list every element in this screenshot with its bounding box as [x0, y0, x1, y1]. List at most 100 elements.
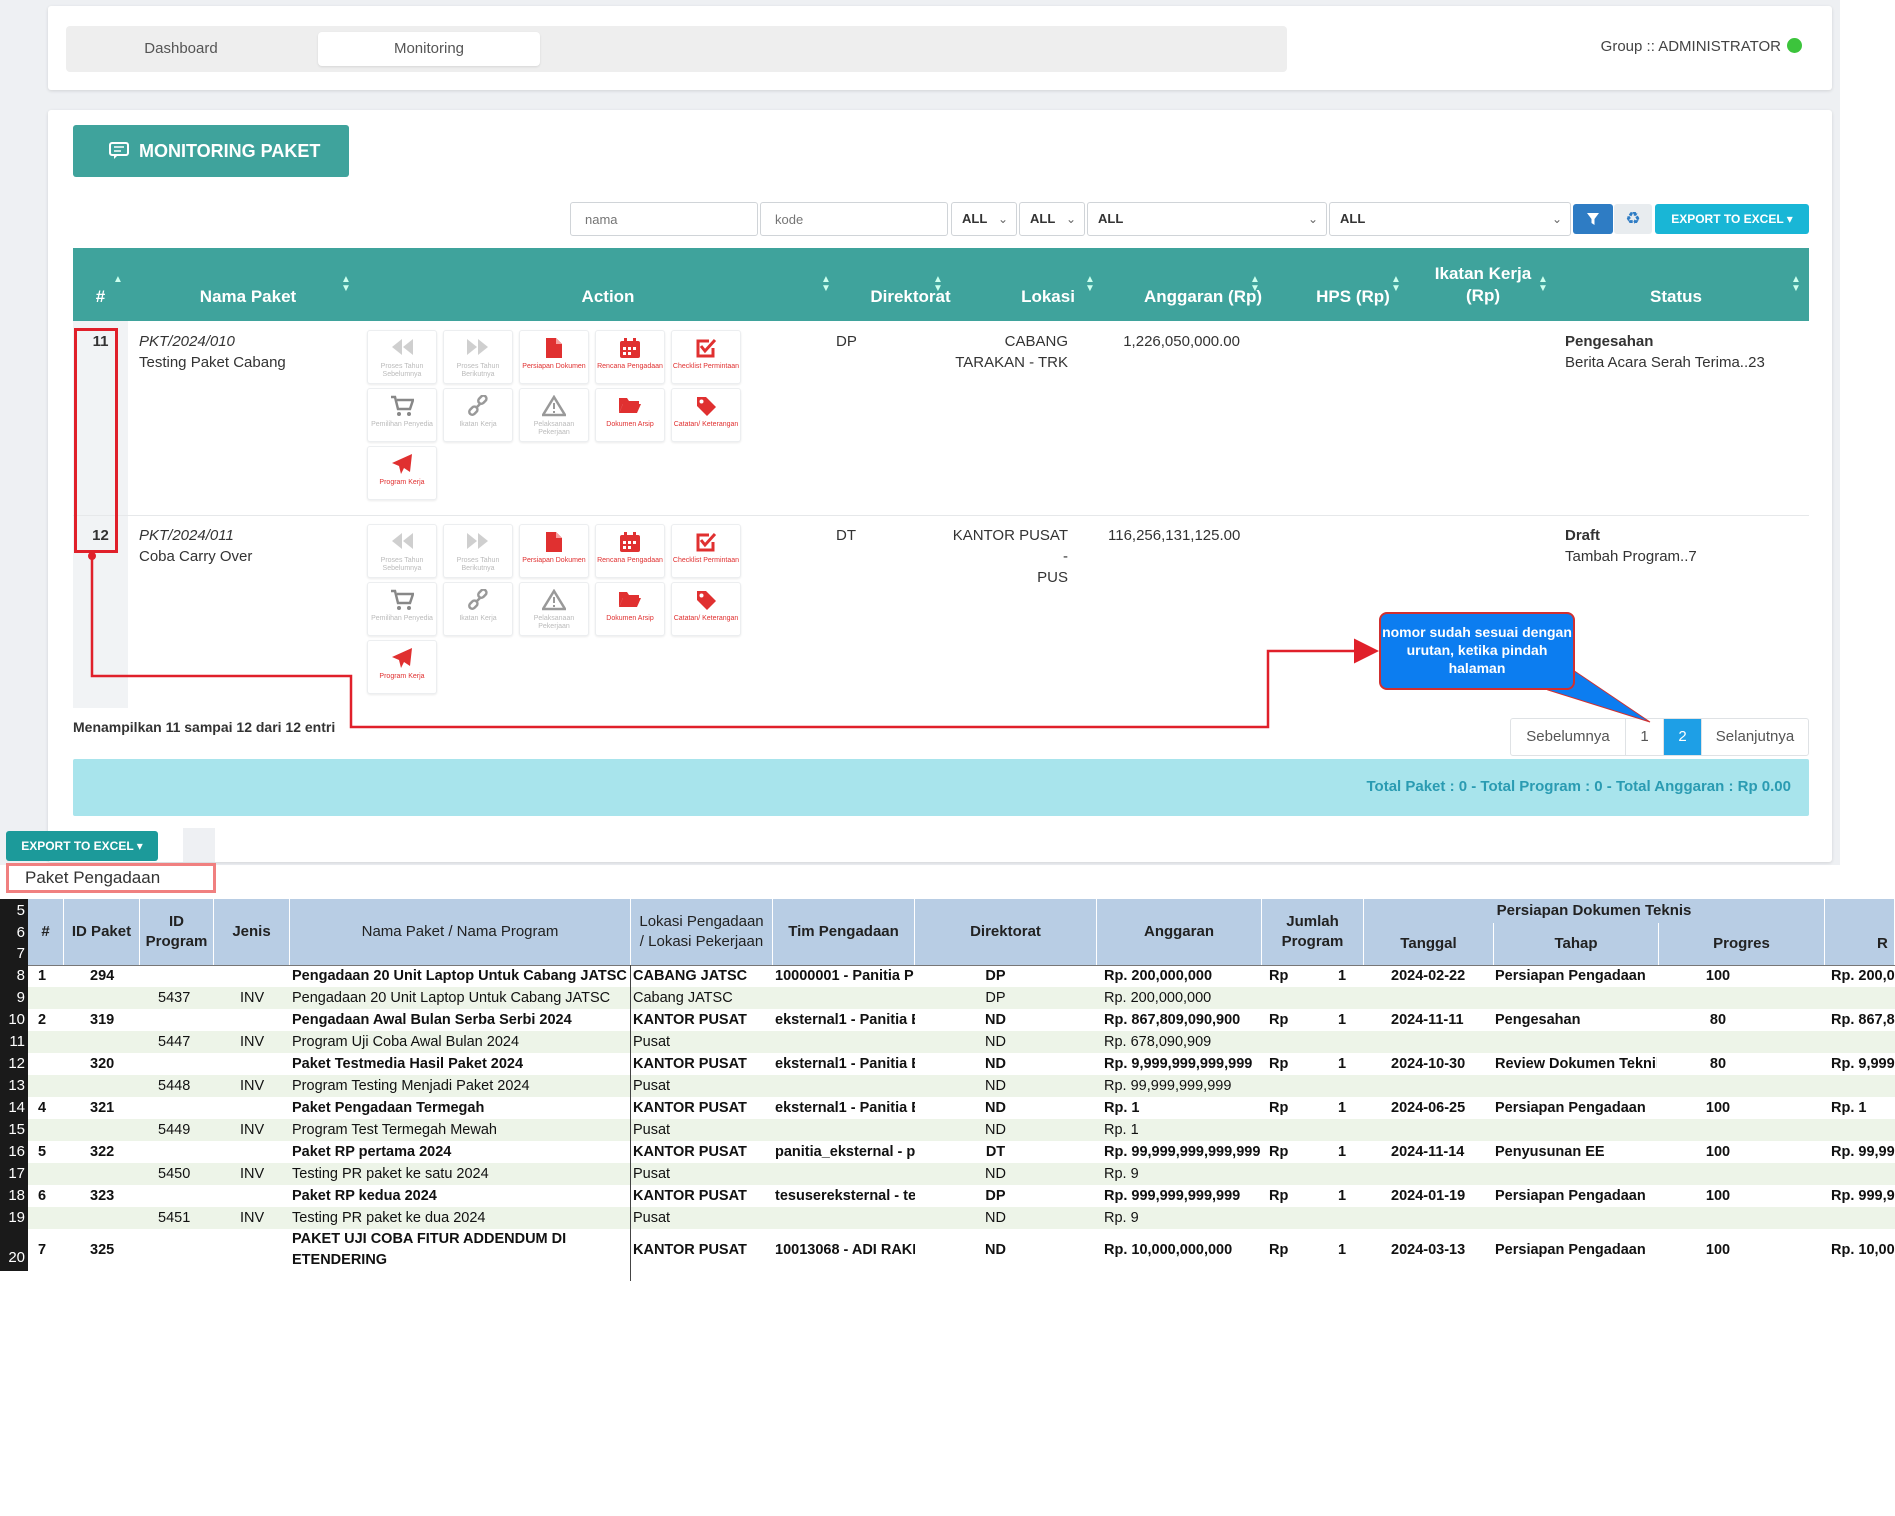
- reset-button[interactable]: ♻: [1614, 204, 1652, 234]
- proses-tahun-sebelumnya-button[interactable]: Proses Tahun Sebelumnya: [367, 524, 437, 578]
- col-header-action[interactable]: Action: [581, 287, 635, 306]
- rencana-pengadaan-button[interactable]: Rencana Pengadaan: [595, 524, 665, 578]
- page-title: MONITORING PAKET: [73, 125, 349, 177]
- sheet-header-no: #: [28, 899, 64, 965]
- row-number: 11: [92, 333, 109, 350]
- col-header-anggaran[interactable]: Anggaran (Rp): [1143, 287, 1263, 306]
- export-excel-button[interactable]: EXPORT TO EXCEL ▾: [1655, 204, 1809, 234]
- paket-row[interactable]: 7 325 KANTOR PUSAT 10013068 - ADI RAKH ND Rp.…: [28, 1229, 1895, 1271]
- cell-tahap: Persiapan Pengadaan: [1495, 968, 1646, 984]
- ikatan-kerja-button[interactable]: Ikatan Kerja: [443, 582, 513, 636]
- catatan-keterangan-button[interactable]: Catatan/ Keterangan: [671, 582, 741, 636]
- action-label: Pelaksanaan Pekerjaan: [533, 421, 575, 436]
- kode-input[interactable]: [760, 202, 948, 236]
- action-label: Program Kerja: [379, 479, 425, 486]
- sheet-header-nama: Nama Paket / Nama Program: [290, 899, 631, 965]
- cell-rp: Rp: [1269, 1242, 1289, 1258]
- action-label: Proses Tahun Berikutnya: [456, 363, 500, 378]
- cell-nama: Program Uji Coba Awal Bulan 2024: [292, 1034, 520, 1050]
- col-header-hps[interactable]: HPS (Rp): [1316, 287, 1390, 306]
- catatan-keterangan-button[interactable]: Catatan/ Keterangan: [671, 388, 741, 442]
- program-row[interactable]: 5447 INV Program Uji Coba Awal Bulan 2024 P…: [28, 1031, 1895, 1053]
- pagination-prev[interactable]: Sebelumnya: [1511, 719, 1626, 755]
- col-header-status[interactable]: Status: [1650, 287, 1702, 306]
- row-number: 20: [0, 1229, 28, 1271]
- row-number: 15: [0, 1119, 28, 1141]
- paket-kode: PKT/2024/011: [139, 527, 234, 544]
- cell-nama: Paket RP kedua 2024: [292, 1188, 437, 1204]
- ikatan-kerja-button[interactable]: Ikatan Kerja: [443, 388, 513, 442]
- paket-row[interactable]: 4 321 Paket Pengadaan Termegah KANTOR PUSAT…: [28, 1097, 1895, 1119]
- sort-icon[interactable]: ▲: [113, 274, 123, 285]
- proses-tahun-berikutnya-button[interactable]: Proses Tahun Berikutnya: [443, 524, 513, 578]
- cell-nama: Pengadaan 20 Unit Laptop Untuk Cabang JA…: [292, 990, 611, 1006]
- program-row[interactable]: 5451 INV Testing PR paket ke dua 2024 Pusat…: [28, 1207, 1895, 1229]
- cell-last: Rp. 867,8: [1831, 1012, 1895, 1028]
- sheet-header-anggaran: Anggaran: [1097, 899, 1262, 965]
- proses-tahun-sebelumnya-button[interactable]: Proses Tahun Sebelumnya: [367, 330, 437, 384]
- sort-icon[interactable]: ▲ ▼: [1391, 274, 1401, 294]
- col-header-direktorat[interactable]: Direktorat: [870, 287, 951, 306]
- tab-dashboard[interactable]: Dashboard: [144, 40, 218, 57]
- checklist-permintaan-button[interactable]: Checklist Permintaan: [671, 524, 741, 578]
- program-row[interactable]: 5450 INV Testing PR paket ke satu 2024 Pusa…: [28, 1163, 1895, 1185]
- dokumen-arsip-button[interactable]: Dokumen Arsip: [595, 388, 665, 442]
- col-header-no[interactable]: #: [95, 287, 106, 306]
- nama-input[interactable]: [570, 202, 758, 236]
- pemilihan-penyedia-button[interactable]: Pemilihan Penyedia: [367, 388, 437, 442]
- program-kerja-button[interactable]: Program Kerja: [367, 446, 437, 500]
- program-row[interactable]: 5449 INV Program Test Termegah Mewah Pusat N…: [28, 1119, 1895, 1141]
- sort-icon[interactable]: ▲ ▼: [821, 274, 831, 294]
- entries-info: Menampilkan 11 sampai 12 dari 12 entri: [73, 719, 336, 735]
- tab-monitoring[interactable]: Monitoring: [318, 32, 540, 66]
- pagination-page-1[interactable]: 1: [1626, 719, 1664, 755]
- cell-ang: Rp. 999,999,999,999: [1104, 1188, 1241, 1204]
- sheet-header-next: R: [1825, 923, 1895, 965]
- paket-row[interactable]: 6 323 Paket RP kedua 2024 KANTOR PUSAT tesus…: [28, 1185, 1895, 1207]
- sort-icon[interactable]: ▲ ▼: [341, 274, 351, 294]
- sort-icon[interactable]: ▲ ▼: [1250, 274, 1260, 294]
- cell-ang: Rp. 10,000,000,000: [1104, 1242, 1233, 1258]
- sheet-title: Paket Pengadaan: [6, 863, 216, 893]
- pelaksanaan-pekerjaan-button[interactable]: Pelaksanaan Pekerjaan: [519, 582, 589, 636]
- paket-row[interactable]: 320 Paket Testmedia Hasil Paket 2024 KANTO…: [28, 1053, 1895, 1075]
- sheet-header-direktorat: Direktorat: [915, 899, 1097, 965]
- cell-idp: 322: [90, 1144, 115, 1160]
- calendar-icon: [596, 531, 664, 555]
- col-header-lokasi[interactable]: Lokasi: [1021, 287, 1075, 306]
- cell-prog: 100: [1705, 1242, 1731, 1258]
- action-label: Pelaksanaan Pekerjaan: [533, 615, 575, 630]
- sort-icon[interactable]: ▲ ▼: [933, 274, 943, 294]
- cell-lokasi: Pusat: [633, 1122, 671, 1138]
- pagination-next[interactable]: Selanjutnya: [1715, 728, 1795, 745]
- paket-row[interactable]: 5 322 Paket RP pertama 2024 KANTOR PUSAT pan…: [28, 1141, 1895, 1163]
- status-select[interactable]: ALL ⌄: [1087, 202, 1327, 236]
- pagination-page-2[interactable]: 2: [1664, 719, 1702, 755]
- sort-icon[interactable]: ▲ ▼: [1538, 274, 1548, 294]
- persiapan-dokumen-button[interactable]: Persiapan Dokumen: [519, 330, 589, 384]
- paket-row[interactable]: 2 319 Pengadaan Awal Bulan Serba Serbi 202…: [28, 1009, 1895, 1031]
- pemilihan-penyedia-button[interactable]: Pemilihan Penyedia: [367, 582, 437, 636]
- dokumen-arsip-button[interactable]: Dokumen Arsip: [595, 582, 665, 636]
- export-excel-button[interactable]: EXPORT TO EXCEL ▾: [6, 831, 158, 861]
- direktorat-select-value: ALL: [962, 211, 988, 226]
- persiapan-dokumen-button[interactable]: Persiapan Dokumen: [519, 524, 589, 578]
- rencana-pengadaan-button[interactable]: Rencana Pengadaan: [595, 330, 665, 384]
- cell-nama: Program Test Termegah Mewah: [292, 1122, 497, 1138]
- sort-icon[interactable]: ▲ ▼: [1085, 274, 1095, 294]
- lokasi-select[interactable]: ALL ⌄: [1019, 202, 1085, 236]
- tahap-select[interactable]: ALL ⌄: [1329, 202, 1571, 236]
- proses-tahun-berikutnya-button[interactable]: Proses Tahun Berikutnya: [443, 330, 513, 384]
- sort-icon[interactable]: ▲ ▼: [1791, 274, 1801, 294]
- program-kerja-button[interactable]: Program Kerja: [367, 640, 437, 694]
- backward-icon: [368, 337, 436, 361]
- checklist-permintaan-button[interactable]: Checklist Permintaan: [671, 330, 741, 384]
- col-header-nama-paket[interactable]: Nama Paket: [199, 287, 297, 306]
- pelaksanaan-pekerjaan-button[interactable]: Pelaksanaan Pekerjaan: [519, 388, 589, 442]
- paket-row[interactable]: 1 294 Pengadaan 20 Unit Laptop Untuk Caban…: [28, 965, 1895, 987]
- direktorat-select[interactable]: ALL ⌄: [951, 202, 1017, 236]
- program-row[interactable]: 5448 INV Program Testing Menjadi Paket 202…: [28, 1075, 1895, 1097]
- filter-button[interactable]: [1573, 204, 1613, 234]
- col-header-ikatan-kerja[interactable]: Ikatan Kerja (Rp): [1434, 264, 1532, 305]
- program-row[interactable]: 5437 INV Pengadaan 20 Unit Laptop Untuk Ca…: [28, 987, 1895, 1009]
